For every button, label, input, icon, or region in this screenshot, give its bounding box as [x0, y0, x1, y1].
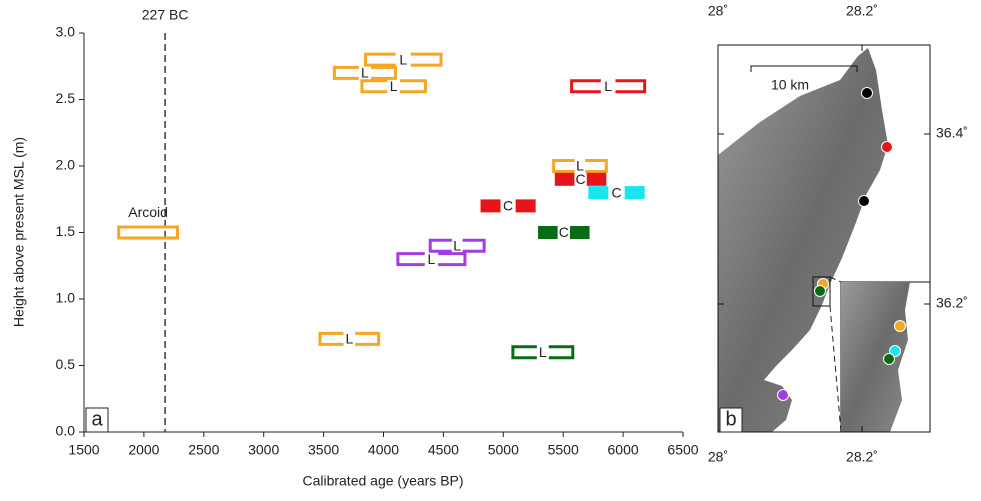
- x-tick-label: 3500: [308, 442, 339, 458]
- marker-label: L: [390, 78, 398, 94]
- x-axis-title: Calibrated age (years BP): [302, 473, 463, 489]
- range-box: [119, 227, 178, 238]
- y-tick-label: 2.0: [56, 157, 76, 173]
- range-bracket: [463, 240, 485, 251]
- range-end: [587, 173, 607, 186]
- marker-label: L: [361, 65, 369, 81]
- marker-label: L: [453, 238, 461, 254]
- range-bracket: [362, 81, 387, 92]
- x-tick-label: 5000: [488, 442, 519, 458]
- range-end: [570, 226, 590, 239]
- range-bracket: [572, 81, 601, 92]
- inset-site: [884, 354, 895, 365]
- range-bracket: [554, 161, 575, 172]
- y-tick-label: 0.0: [56, 423, 76, 439]
- marker-label: L: [539, 344, 547, 360]
- panel-label: b: [725, 408, 736, 430]
- map-bottom-label: 28.2˚: [846, 449, 878, 465]
- range-end: [625, 186, 645, 199]
- y-tick-label: 1.5: [56, 223, 76, 239]
- map-bottom-label: 28˚: [708, 449, 728, 465]
- range-bracket: [371, 67, 395, 78]
- inset-site: [895, 321, 906, 332]
- y-tick-label: 3.0: [56, 24, 76, 40]
- marker-label: C: [611, 184, 621, 200]
- marker-label: L: [399, 51, 407, 67]
- marker-label: C: [559, 224, 569, 240]
- x-tick-label: 2000: [128, 442, 159, 458]
- range-bracket: [355, 333, 378, 344]
- map: 10 km 28˚ 28.2˚ 28˚ 28.2˚ 36.4˚ 36.2˚ b: [708, 3, 968, 465]
- site: [815, 286, 826, 297]
- x-tick-label: 3000: [248, 442, 279, 458]
- range-bracket: [438, 254, 465, 265]
- x-tick-label: 2500: [188, 442, 219, 458]
- marker-label: L: [345, 331, 353, 347]
- map-right-label: 36.2˚: [936, 295, 968, 311]
- range-bracket: [615, 81, 644, 92]
- y-tick-label: 0.5: [56, 356, 76, 372]
- y-axis-title: Height above present MSL (m): [11, 137, 27, 327]
- x-tick-label: 6500: [667, 442, 698, 458]
- marker-label: L: [428, 251, 436, 267]
- x-tick-label: 4500: [428, 442, 459, 458]
- marker-label: Arcoid: [128, 204, 168, 220]
- map-top-label: 28˚: [708, 3, 728, 19]
- marker-label: C: [576, 171, 586, 187]
- range-end: [516, 199, 536, 212]
- scale-label: 10 km: [771, 77, 809, 93]
- range-bracket: [366, 54, 396, 65]
- y-tick-label: 2.5: [56, 90, 76, 106]
- range-bracket: [411, 54, 441, 65]
- range-end: [555, 173, 575, 186]
- figure: Calibrated age (years BP) Height above p…: [0, 0, 981, 496]
- site: [862, 88, 873, 99]
- marker-label: L: [604, 78, 612, 94]
- x-tick-label: 6000: [608, 442, 639, 458]
- range-end: [538, 226, 558, 239]
- site: [859, 196, 870, 207]
- panel-label: a: [91, 408, 103, 430]
- range-bracket: [400, 81, 425, 92]
- range-bracket: [513, 347, 537, 358]
- range-bracket: [398, 254, 425, 265]
- range-end: [588, 186, 608, 199]
- map-top-label: 28.2˚: [846, 3, 878, 19]
- x-tick-label: 5500: [548, 442, 579, 458]
- y-tick-label: 1.0: [56, 290, 76, 306]
- site: [778, 390, 789, 401]
- x-tick-label: 1500: [68, 442, 99, 458]
- site: [882, 142, 893, 153]
- range-bracket: [549, 347, 573, 358]
- marker-label: C: [503, 198, 513, 214]
- range-bracket: [585, 161, 606, 172]
- range-end: [481, 199, 501, 212]
- range-bracket: [334, 67, 358, 78]
- reference-label: 227 BC: [142, 7, 189, 23]
- range-bracket: [320, 333, 343, 344]
- x-tick-label: 4000: [368, 442, 399, 458]
- range-bracket: [430, 240, 452, 251]
- map-right-label: 36.4˚: [936, 125, 968, 141]
